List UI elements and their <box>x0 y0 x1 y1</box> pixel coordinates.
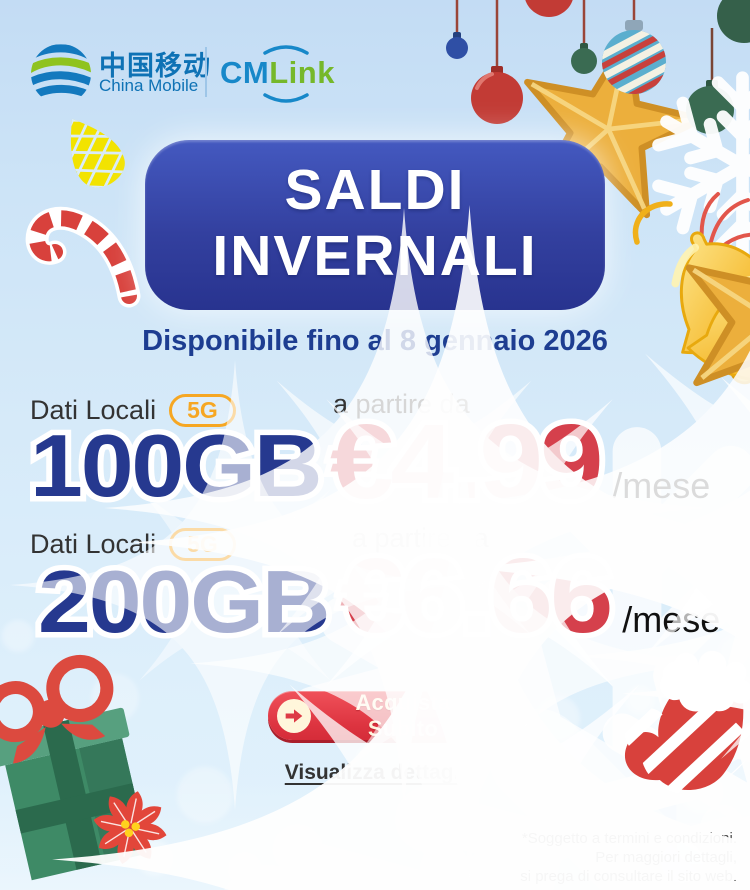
details-link[interactable]: Visualizza dettagli <box>284 761 466 784</box>
data-amount: 100GB <box>30 422 322 511</box>
poinsettia-icon <box>91 791 169 867</box>
cmlink-arc-top-icon <box>263 45 309 55</box>
stocking-icon <box>610 650 750 817</box>
hero-title-line1: SALDI <box>284 158 466 222</box>
hanging-ornaments-icon <box>446 0 750 150</box>
candy-cane-icon <box>25 206 141 308</box>
china-mobile-logo-icon <box>31 44 91 102</box>
disclaimer-line2: Per maggiori dettagli, <box>595 849 737 866</box>
disclaimer-text: *Soggetto a termini e condizioni. Per ma… <box>520 829 737 886</box>
disclaimer-line3: si prega di consultare il sito web. <box>520 868 737 885</box>
china-mobile-name-cn: 中国移动 <box>99 51 211 81</box>
price-period: /mese <box>622 599 721 640</box>
price-period: /mese <box>612 465 711 506</box>
cmlink-arc-bottom-icon <box>263 93 309 103</box>
cmlink-logo: CMLink <box>220 55 335 91</box>
hero-banner: SALDI INVERNALI <box>145 140 605 310</box>
logo-divider <box>205 47 207 97</box>
price-value: €6.66 <box>340 543 614 649</box>
buy-now-label: Acquista Subito <box>355 689 451 741</box>
right-arrow-icon <box>285 708 303 723</box>
cmlink-cm: CM <box>220 55 270 90</box>
bells-icon <box>632 192 750 421</box>
hero-title-line2: INVERNALI <box>212 224 538 288</box>
disclaimer-line1: *Soggetto a termini e condizioni. <box>521 830 737 847</box>
price-value: €4.99 <box>330 409 604 515</box>
cmlink-link: Link <box>269 55 335 90</box>
buy-now-button[interactable]: Acquista Subito <box>268 689 483 741</box>
data-amount: 200GB <box>38 558 330 647</box>
pinecone-icon <box>51 105 133 196</box>
arrow-circle-icon <box>277 698 311 733</box>
offer-100gb: Dati Locali 5G 100GB a partire da €4.99 … <box>0 388 750 523</box>
offer-200gb: Dati Locali 5G 200GB a partire da €6.66 … <box>0 522 750 662</box>
china-mobile-name-en: China Mobile <box>99 76 199 95</box>
